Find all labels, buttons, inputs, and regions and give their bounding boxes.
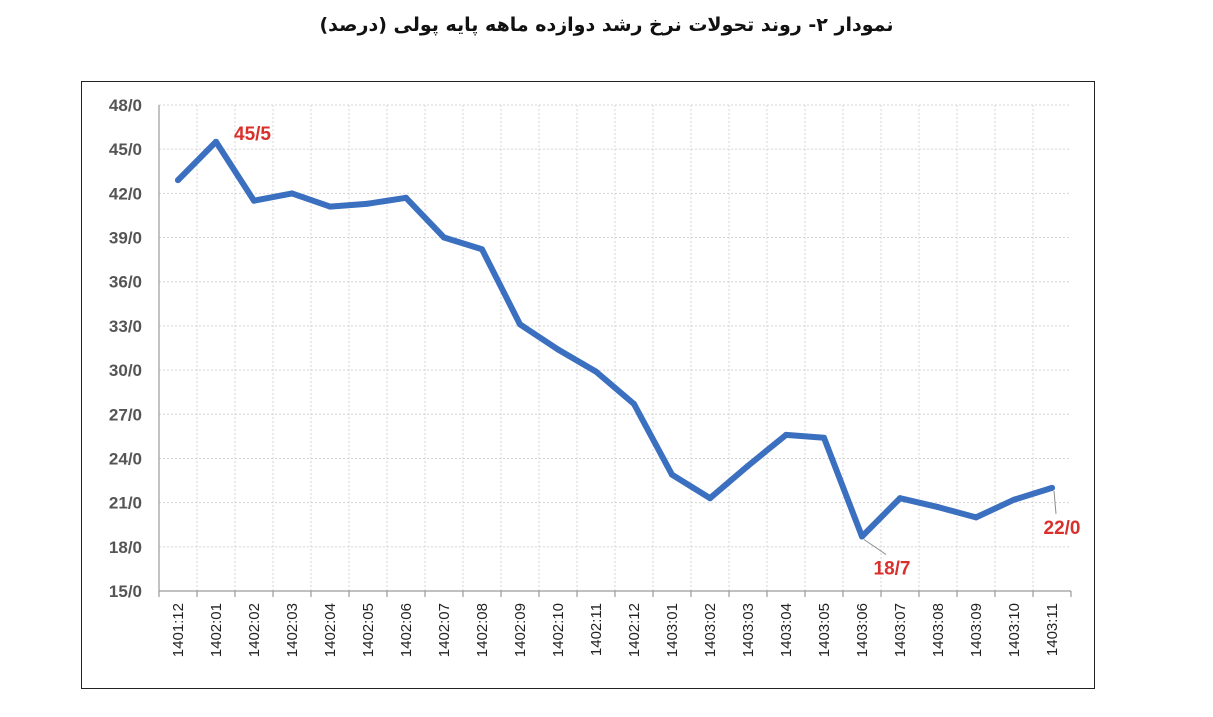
x-tick-label: 1401:12: [170, 603, 187, 657]
data-point: [973, 514, 979, 521]
data-point: [1049, 484, 1055, 491]
data-point: [479, 246, 485, 253]
data-point: [707, 495, 713, 502]
annotation-leader: [1053, 490, 1057, 514]
x-tick-label: 1403:05: [816, 603, 833, 657]
series-layer: [175, 138, 1055, 540]
chart-frame: [81, 81, 1095, 689]
x-tick-label: 1403:11: [1044, 603, 1061, 656]
y-tick-label: 30/0: [109, 361, 142, 380]
data-point: [555, 346, 561, 353]
axis-layer: 15/0 18/0 21/0 24/0 27/0 30/0 33/0 36/0 39/0 42/0…: [109, 96, 1072, 657]
data-point: [821, 434, 827, 441]
y-tick-label: 15/0: [109, 582, 142, 601]
data-point: [1011, 496, 1017, 503]
y-tick-label: 39/0: [109, 229, 142, 248]
data-point: [175, 177, 181, 184]
y-tick-label: 45/0: [109, 140, 142, 159]
x-tick-label: 1402:06: [398, 603, 415, 657]
data-point: [517, 321, 523, 328]
data-point: [327, 203, 333, 210]
x-tick-label: 1402:05: [360, 603, 377, 657]
x-tick-label: 1403:03: [740, 603, 757, 657]
data-point: [213, 138, 219, 145]
y-tick-label: 27/0: [109, 405, 142, 424]
series-line: [175, 138, 1055, 540]
x-tick-label: 1403:01: [664, 603, 681, 657]
x-tick-label: 1403:06: [854, 603, 871, 657]
x-tick-label: 1402:09: [512, 603, 529, 657]
y-tick-label: 33/0: [109, 317, 142, 336]
data-point: [745, 462, 751, 469]
x-tick-label: 1402:07: [436, 603, 453, 657]
x-tick-label: 1403:08: [930, 603, 947, 657]
x-tick-label: 1403:10: [1006, 603, 1023, 657]
x-tick-label: 1402:03: [284, 603, 301, 657]
data-point: [631, 400, 637, 407]
data-point: [593, 368, 599, 375]
data-label: 22/0: [1044, 518, 1081, 539]
x-tick-label: 1402:08: [474, 603, 491, 657]
data-point: [251, 197, 257, 204]
data-point: [289, 190, 295, 197]
y-tick-label: 21/0: [109, 494, 142, 513]
data-point: [897, 495, 903, 502]
x-tick-label: 1402:02: [246, 603, 263, 657]
x-tick-label: 1402:12: [626, 603, 643, 657]
x-tick-label: 1403:02: [702, 603, 719, 657]
data-point: [859, 533, 865, 540]
y-tick-label: 48/0: [109, 96, 142, 115]
x-tick-label: 1402:04: [322, 603, 339, 657]
data-point: [441, 234, 447, 241]
y-tick-label: 24/0: [109, 449, 142, 468]
x-tick-label: 1402:10: [550, 603, 567, 657]
data-point: [669, 471, 675, 478]
data-label: 18/7: [874, 559, 911, 580]
y-tick-label: 42/0: [109, 184, 142, 203]
y-tick-label: 18/0: [109, 538, 142, 557]
x-tick-label: 1402:11: [588, 603, 605, 656]
data-point: [783, 431, 789, 438]
label-layer: 45/5 18/7 22/0: [234, 124, 1080, 580]
x-tick-label: 1402:01: [208, 603, 225, 657]
x-tick-label: 1403:09: [968, 603, 985, 657]
data-point: [935, 504, 941, 511]
x-tick-label: 1403:07: [892, 603, 909, 657]
data-point: [365, 200, 371, 207]
chart-title: نمودار ۲- روند تحولات نرخ رشد دوازده ماه…: [319, 14, 894, 36]
grid-layer: [159, 104, 1071, 591]
data-label: 45/5: [234, 124, 271, 145]
y-tick-label: 36/0: [109, 273, 142, 292]
annotation-leader: [863, 539, 887, 555]
data-point: [403, 194, 409, 201]
x-tick-label: 1403:04: [778, 603, 795, 657]
